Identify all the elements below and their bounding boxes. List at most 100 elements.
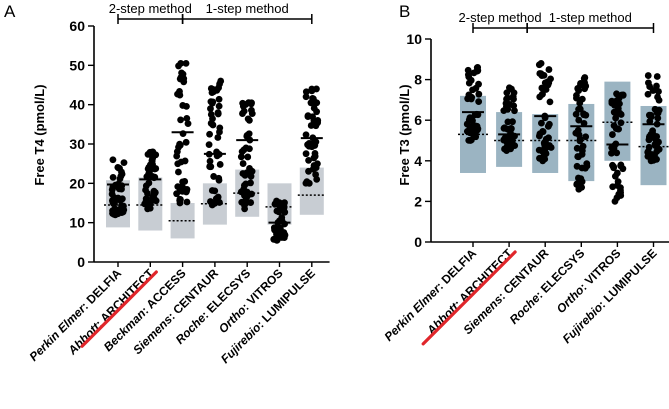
data-point (464, 66, 472, 74)
data-point (182, 59, 190, 67)
data-point (271, 226, 278, 234)
data-point (117, 172, 125, 180)
data-point (240, 107, 248, 115)
data-point (472, 133, 480, 141)
data-point (181, 178, 189, 185)
y-tick-label: 4 (414, 153, 422, 169)
data-point (144, 190, 151, 197)
data-point (273, 200, 280, 208)
data-point (241, 171, 249, 179)
data-point (274, 233, 281, 241)
data-point (216, 161, 224, 168)
data-point (545, 134, 552, 142)
y-tick-label: 0 (77, 254, 85, 270)
data-point (302, 88, 310, 96)
data-point (511, 107, 518, 115)
data-point (215, 95, 223, 103)
reference-range-box (299, 167, 324, 215)
data-point (610, 108, 618, 116)
data-point (243, 132, 251, 139)
data-point (655, 138, 662, 146)
data-point (465, 116, 473, 124)
data-point (176, 140, 184, 148)
data-point (215, 174, 223, 182)
data-point (617, 111, 625, 118)
data-point (247, 100, 255, 108)
data-point (578, 95, 586, 103)
data-point (475, 80, 482, 88)
data-point (572, 110, 580, 118)
data-point (655, 96, 663, 104)
data-point (538, 119, 545, 127)
data-point (617, 119, 625, 127)
data-point (206, 130, 213, 138)
data-point (173, 148, 181, 156)
data-point (150, 195, 158, 203)
data-point (237, 188, 245, 196)
data-point (215, 102, 223, 110)
data-point (545, 66, 553, 73)
data-point (502, 99, 510, 107)
data-point (616, 100, 623, 108)
data-point (613, 194, 621, 202)
data-point (308, 85, 316, 93)
data-point (475, 90, 483, 98)
data-point (573, 144, 581, 152)
data-point (311, 142, 319, 149)
data-point (504, 94, 512, 102)
data-point (120, 206, 128, 214)
method-label: 2-step method (109, 1, 192, 16)
data-point (184, 120, 192, 128)
data-point (120, 159, 128, 167)
data-point (305, 156, 312, 164)
data-point (207, 105, 214, 113)
data-point (149, 161, 156, 168)
y-tick-label: 0 (414, 234, 422, 250)
data-point (276, 218, 284, 225)
y-axis-label: Free T4 (pmol/L) (32, 84, 47, 185)
data-point (239, 160, 247, 167)
data-point (177, 116, 184, 124)
data-point (109, 156, 117, 164)
data-point (149, 172, 156, 180)
data-point (175, 62, 182, 70)
data-point (649, 130, 657, 138)
data-point (618, 91, 626, 99)
data-point (175, 168, 182, 176)
data-point (206, 157, 214, 165)
panel-b: B Free T3 (pmol/L) 0 2 4 6 8 10 2-step method 1… (382, 2, 669, 346)
data-point (475, 98, 483, 106)
data-point (302, 93, 310, 101)
data-point (176, 75, 184, 83)
data-point (469, 126, 477, 133)
panel-letter: A (4, 2, 16, 21)
data-point (644, 90, 652, 98)
data-point (150, 188, 158, 196)
data-point (655, 106, 663, 114)
data-point (310, 104, 318, 112)
data-point (609, 131, 616, 138)
data-point (118, 185, 125, 193)
y-tick-label: 20 (69, 175, 85, 191)
data-point (144, 202, 152, 210)
data-point (241, 201, 248, 209)
data-point (645, 79, 652, 87)
data-point (109, 173, 117, 181)
data-point (503, 89, 511, 97)
data-point (610, 122, 618, 130)
data-point (248, 110, 256, 118)
data-point (644, 72, 652, 79)
data-point (608, 149, 615, 157)
data-point (467, 94, 474, 101)
category-label: Ortho: VITROS (554, 246, 624, 316)
data-point (614, 182, 621, 189)
data-point (216, 128, 223, 136)
y-tick-label: 10 (69, 215, 85, 231)
data-point (580, 75, 588, 83)
data-point (509, 92, 517, 100)
data-point (212, 195, 220, 203)
data-point (214, 134, 222, 141)
data-point (572, 129, 580, 137)
data-point (309, 95, 317, 103)
